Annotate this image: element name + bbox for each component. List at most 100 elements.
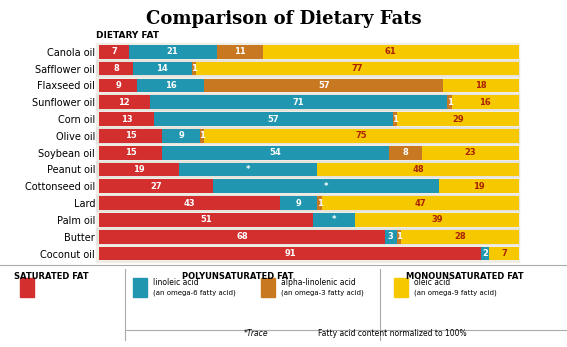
Text: oleic acid: oleic acid <box>414 278 450 287</box>
Bar <box>280 196 318 210</box>
Bar <box>196 62 519 76</box>
Bar <box>489 247 519 261</box>
Text: 91: 91 <box>284 249 296 258</box>
Bar <box>397 230 401 244</box>
Text: 27: 27 <box>150 182 162 191</box>
Text: 75: 75 <box>356 132 367 141</box>
Bar <box>179 163 318 176</box>
Bar <box>133 62 192 76</box>
Text: 2: 2 <box>483 249 488 258</box>
Bar <box>321 196 519 210</box>
Text: (an omega-3 fatty acid): (an omega-3 fatty acid) <box>281 289 363 296</box>
Bar <box>355 213 519 227</box>
Text: 3: 3 <box>388 232 393 241</box>
Text: *Trace: *Trace <box>244 329 268 338</box>
Text: 16: 16 <box>479 98 491 107</box>
Text: 43: 43 <box>184 198 195 208</box>
Bar <box>452 95 519 109</box>
Text: 14: 14 <box>156 64 168 73</box>
Bar <box>99 45 129 59</box>
Text: 19: 19 <box>133 165 145 174</box>
Text: alpha-linolenic acid: alpha-linolenic acid <box>281 278 356 287</box>
Text: Fatty acid content normalized to 100%: Fatty acid content normalized to 100% <box>318 329 466 338</box>
Text: 7: 7 <box>501 249 507 258</box>
Text: 39: 39 <box>431 215 443 225</box>
Text: 9: 9 <box>115 81 121 90</box>
Text: 13: 13 <box>121 115 132 124</box>
Text: 54: 54 <box>269 148 281 157</box>
Text: *: * <box>246 165 251 174</box>
Bar <box>137 78 204 92</box>
Bar <box>217 45 263 59</box>
Text: 28: 28 <box>454 232 466 241</box>
Bar <box>384 230 397 244</box>
Bar <box>447 95 452 109</box>
Text: 29: 29 <box>452 115 464 124</box>
Bar <box>99 62 133 76</box>
Bar <box>422 146 519 160</box>
Text: 1: 1 <box>316 198 323 208</box>
Text: 19: 19 <box>473 182 485 191</box>
Text: 23: 23 <box>465 148 476 157</box>
Bar <box>200 129 204 143</box>
Bar <box>204 129 519 143</box>
Bar <box>99 247 481 261</box>
Bar <box>397 112 519 126</box>
Text: 57: 57 <box>268 115 279 124</box>
Text: 12: 12 <box>119 98 130 107</box>
Text: 71: 71 <box>293 98 304 107</box>
Text: MONOUNSATURATED FAT: MONOUNSATURATED FAT <box>406 272 524 281</box>
Text: *: * <box>324 182 328 191</box>
Text: (an omega-6 fatty acid): (an omega-6 fatty acid) <box>153 289 236 296</box>
Bar <box>99 163 179 176</box>
Text: (an omega-9 fatty acid): (an omega-9 fatty acid) <box>414 289 497 296</box>
Bar <box>204 78 443 92</box>
Text: 1: 1 <box>447 98 452 107</box>
Bar <box>99 146 162 160</box>
Bar <box>439 179 519 193</box>
Bar <box>99 179 213 193</box>
Text: 9: 9 <box>295 198 302 208</box>
Text: 68: 68 <box>236 232 248 241</box>
Bar <box>318 163 519 176</box>
Bar <box>99 78 137 92</box>
Text: 1: 1 <box>396 232 402 241</box>
Text: 1: 1 <box>191 64 197 73</box>
Bar <box>162 146 389 160</box>
Bar <box>393 112 397 126</box>
Text: Comparison of Dietary Fats: Comparison of Dietary Fats <box>146 10 421 28</box>
Text: 57: 57 <box>318 81 329 90</box>
Text: 9: 9 <box>178 132 184 141</box>
Text: 48: 48 <box>412 165 424 174</box>
Bar <box>213 179 439 193</box>
Text: 15: 15 <box>125 148 137 157</box>
Text: 18: 18 <box>475 81 487 90</box>
Bar <box>99 230 384 244</box>
Bar <box>99 196 280 210</box>
Bar <box>389 146 422 160</box>
Text: 77: 77 <box>352 64 363 73</box>
Text: 7: 7 <box>111 47 117 56</box>
Bar <box>154 112 393 126</box>
Bar <box>481 247 489 261</box>
Bar <box>318 196 321 210</box>
Text: 11: 11 <box>234 47 246 56</box>
Bar <box>313 213 355 227</box>
Text: 15: 15 <box>125 132 137 141</box>
Bar <box>150 95 447 109</box>
Text: 16: 16 <box>164 81 176 90</box>
Bar <box>129 45 217 59</box>
Text: 1: 1 <box>392 115 398 124</box>
Text: 51: 51 <box>200 215 212 225</box>
Bar <box>99 112 154 126</box>
Bar <box>263 45 519 59</box>
Bar <box>192 62 196 76</box>
Text: 21: 21 <box>167 47 179 56</box>
Text: 47: 47 <box>414 198 426 208</box>
Bar <box>162 129 200 143</box>
Text: 61: 61 <box>385 47 397 56</box>
Text: 1: 1 <box>199 132 205 141</box>
Bar <box>443 78 519 92</box>
Text: *: * <box>332 215 336 225</box>
Text: DIETARY FAT: DIETARY FAT <box>96 31 159 40</box>
